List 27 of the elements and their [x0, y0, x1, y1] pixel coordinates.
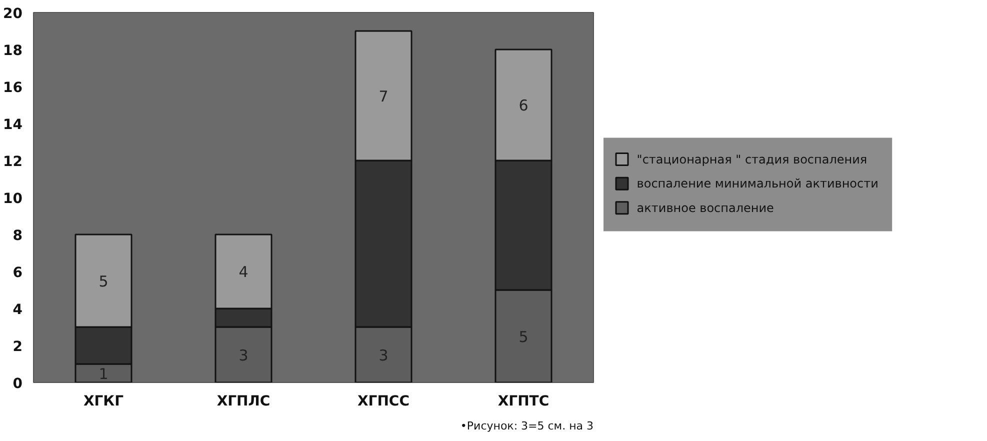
data-label: 4	[238, 263, 248, 281]
data-label: 1	[98, 364, 108, 383]
y-tick-label: 8	[12, 228, 23, 244]
y-tick-label: 14	[3, 117, 23, 133]
y-tick-label: 12	[3, 154, 22, 170]
y-tick-label: 20	[3, 6, 23, 22]
y-tick-label: 4	[12, 302, 23, 318]
x-tick-label: ХГКГ	[83, 394, 124, 410]
y-tick-label: 18	[3, 43, 22, 59]
y-tick-label: 2	[12, 339, 23, 355]
data-label: 3	[238, 346, 248, 364]
y-tick-label: 6	[12, 265, 23, 281]
y-tick-label: 16	[3, 80, 22, 96]
data-label: 3	[378, 346, 388, 364]
y-tick-label: 0	[12, 376, 23, 392]
data-label: 7	[378, 87, 388, 106]
y-tick-label: 10	[3, 191, 23, 207]
legend-label: воспаление минимальной активности	[636, 176, 878, 191]
x-tick-label: ХГПЛС	[216, 394, 270, 410]
legend-label: активное воспаление	[636, 200, 774, 215]
x-tick-label: ХГПТС	[498, 394, 550, 410]
data-label: 5	[518, 328, 528, 346]
data-label: 5	[98, 272, 108, 290]
data-label: 6	[518, 96, 528, 114]
text: •Рисунок: 3=5 см. на 3	[460, 420, 594, 432]
legend-label: "стационарная " стадия воспаления	[636, 152, 868, 166]
x-tick-label: ХГПСС	[358, 394, 410, 410]
